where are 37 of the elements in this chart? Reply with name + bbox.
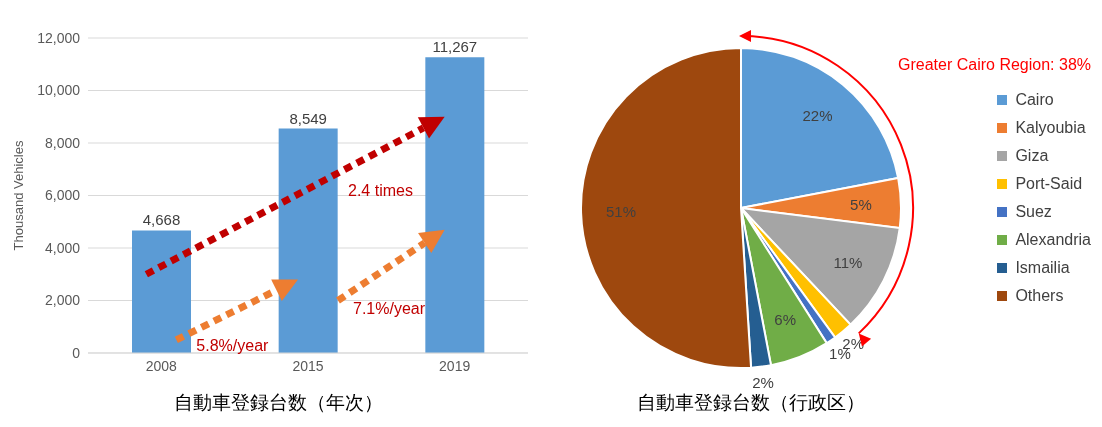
annotation: 5.8%/year — [196, 337, 270, 354]
data-label: 4,668 — [142, 211, 181, 229]
y-tick-label: 0 — [72, 344, 81, 361]
legend-label: Suez — [1015, 202, 1052, 222]
bar — [278, 128, 338, 353]
annotation: 7.1%/year — [353, 299, 426, 317]
text: 自動車登録台数（年次） — [172, 390, 384, 415]
data-label: 8,549 — [289, 109, 327, 127]
x-tick-label: 2008 — [145, 357, 178, 374]
legend-label: Alexandria — [1015, 230, 1091, 250]
data-label: 6% — [774, 311, 797, 329]
y-tick-label: 8,000 — [44, 134, 81, 151]
legend-label: Port-Said — [1015, 174, 1083, 194]
y-axis-title: Thousand Vehicles — [10, 140, 26, 251]
y-tick-label: 2,000 — [44, 292, 81, 309]
bar — [132, 230, 191, 353]
y-tick-label: 12,000 — [37, 29, 81, 46]
bar — [425, 57, 485, 353]
y-tick-label: 6,000 — [44, 187, 81, 204]
legend-label: Ismailia — [1015, 258, 1070, 278]
y-tick-label: 4,000 — [44, 239, 81, 256]
text: Greater Cairo Region: 38% — [898, 56, 1091, 73]
text: 自動車登録台数（行政区） — [636, 390, 866, 415]
data-label: 11,267 — [432, 38, 478, 56]
x-tick-label: 2019 — [439, 357, 471, 374]
data-label: 11% — [833, 253, 863, 271]
legend-label: Cairo — [1015, 90, 1054, 110]
data-label: 22% — [802, 107, 833, 125]
data-label: 2% — [752, 374, 774, 392]
legend-label: Giza — [1015, 146, 1049, 166]
x-tick-label: 2015 — [292, 357, 324, 374]
legend-label: Kalyoubia — [1015, 118, 1086, 138]
data-label: 51% — [606, 203, 637, 221]
y-tick-label: 10,000 — [37, 82, 81, 99]
annotation: 2.4 times — [348, 181, 413, 199]
legend-label: Others — [1015, 286, 1064, 306]
data-label: 5% — [850, 195, 872, 213]
